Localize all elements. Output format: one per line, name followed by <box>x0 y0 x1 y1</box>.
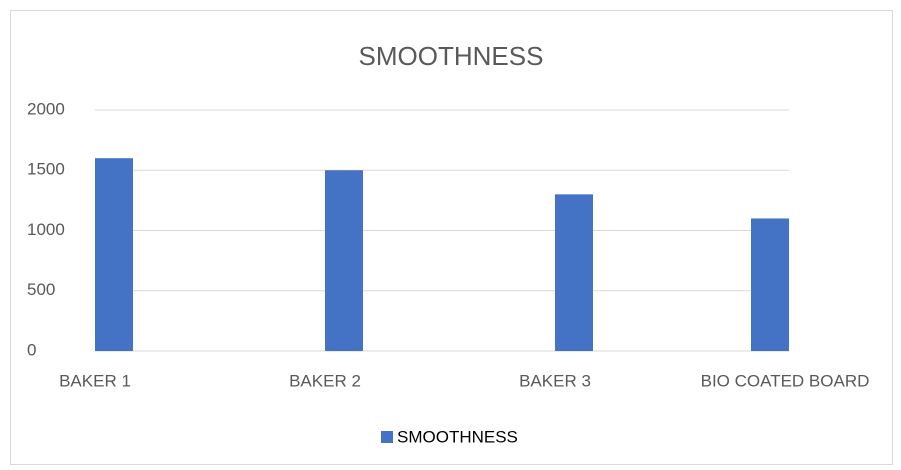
legend-swatch <box>381 431 393 443</box>
y-tick-label: 1500 <box>27 160 65 179</box>
chart-border <box>10 10 893 465</box>
bar <box>555 194 593 351</box>
y-tick-label: 0 <box>27 340 36 359</box>
x-tick-label: BAKER 3 <box>519 371 591 390</box>
y-tick-label: 500 <box>27 280 55 299</box>
x-tick-label: BAKER 2 <box>289 371 361 390</box>
legend-label: SMOOTHNESS <box>397 427 518 446</box>
x-tick-label: BIO COATED BOARD <box>701 371 870 390</box>
x-tick-label: BAKER 1 <box>59 371 131 390</box>
bar <box>95 158 133 351</box>
bar <box>325 170 363 351</box>
y-tick-label: 2000 <box>27 99 65 118</box>
y-tick-label: 1000 <box>27 220 65 239</box>
bar <box>751 218 789 351</box>
chart-title: SMOOTHNESS <box>359 41 544 71</box>
